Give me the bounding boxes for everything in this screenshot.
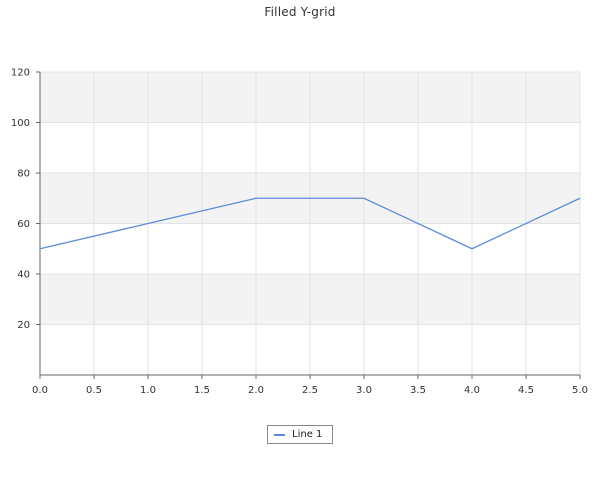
x-tick-label: 3.0 [356,385,372,396]
y-tick-label: 60 [17,219,30,230]
series-layer [39,197,581,250]
x-tick-label: 0.5 [86,385,102,396]
y-tick-label: 80 [17,169,30,180]
series-line-1 [39,197,581,250]
x-tick-label: 4.0 [464,385,480,396]
tick-labels: 0.0 0.5 1.0 1.5 2.0 2.5 3.0 3.5 4.0 4.5 5.0 20 40 60 8… [11,68,588,397]
x-tick-label: 5.0 [572,385,588,396]
y-tick-label: 120 [11,68,30,79]
y-tick-label: 40 [17,270,30,281]
chart-title: Filled Y-grid [264,5,336,19]
legend-swatch [274,433,285,436]
y-tick-label: 20 [17,320,30,331]
x-tick-label: 3.5 [410,385,426,396]
y-tick-label: 100 [11,118,30,129]
legend-label: Line 1 [292,429,323,440]
x-tick-label: 1.5 [194,385,210,396]
legend: Line 1 [267,425,333,444]
x-tick-label: 0.0 [32,385,48,396]
x-tick-label: 2.0 [248,385,264,396]
axes [36,71,581,379]
x-tick-label: 2.5 [302,385,318,396]
x-tick-label: 1.0 [140,385,156,396]
x-tick-label: 4.5 [518,385,534,396]
